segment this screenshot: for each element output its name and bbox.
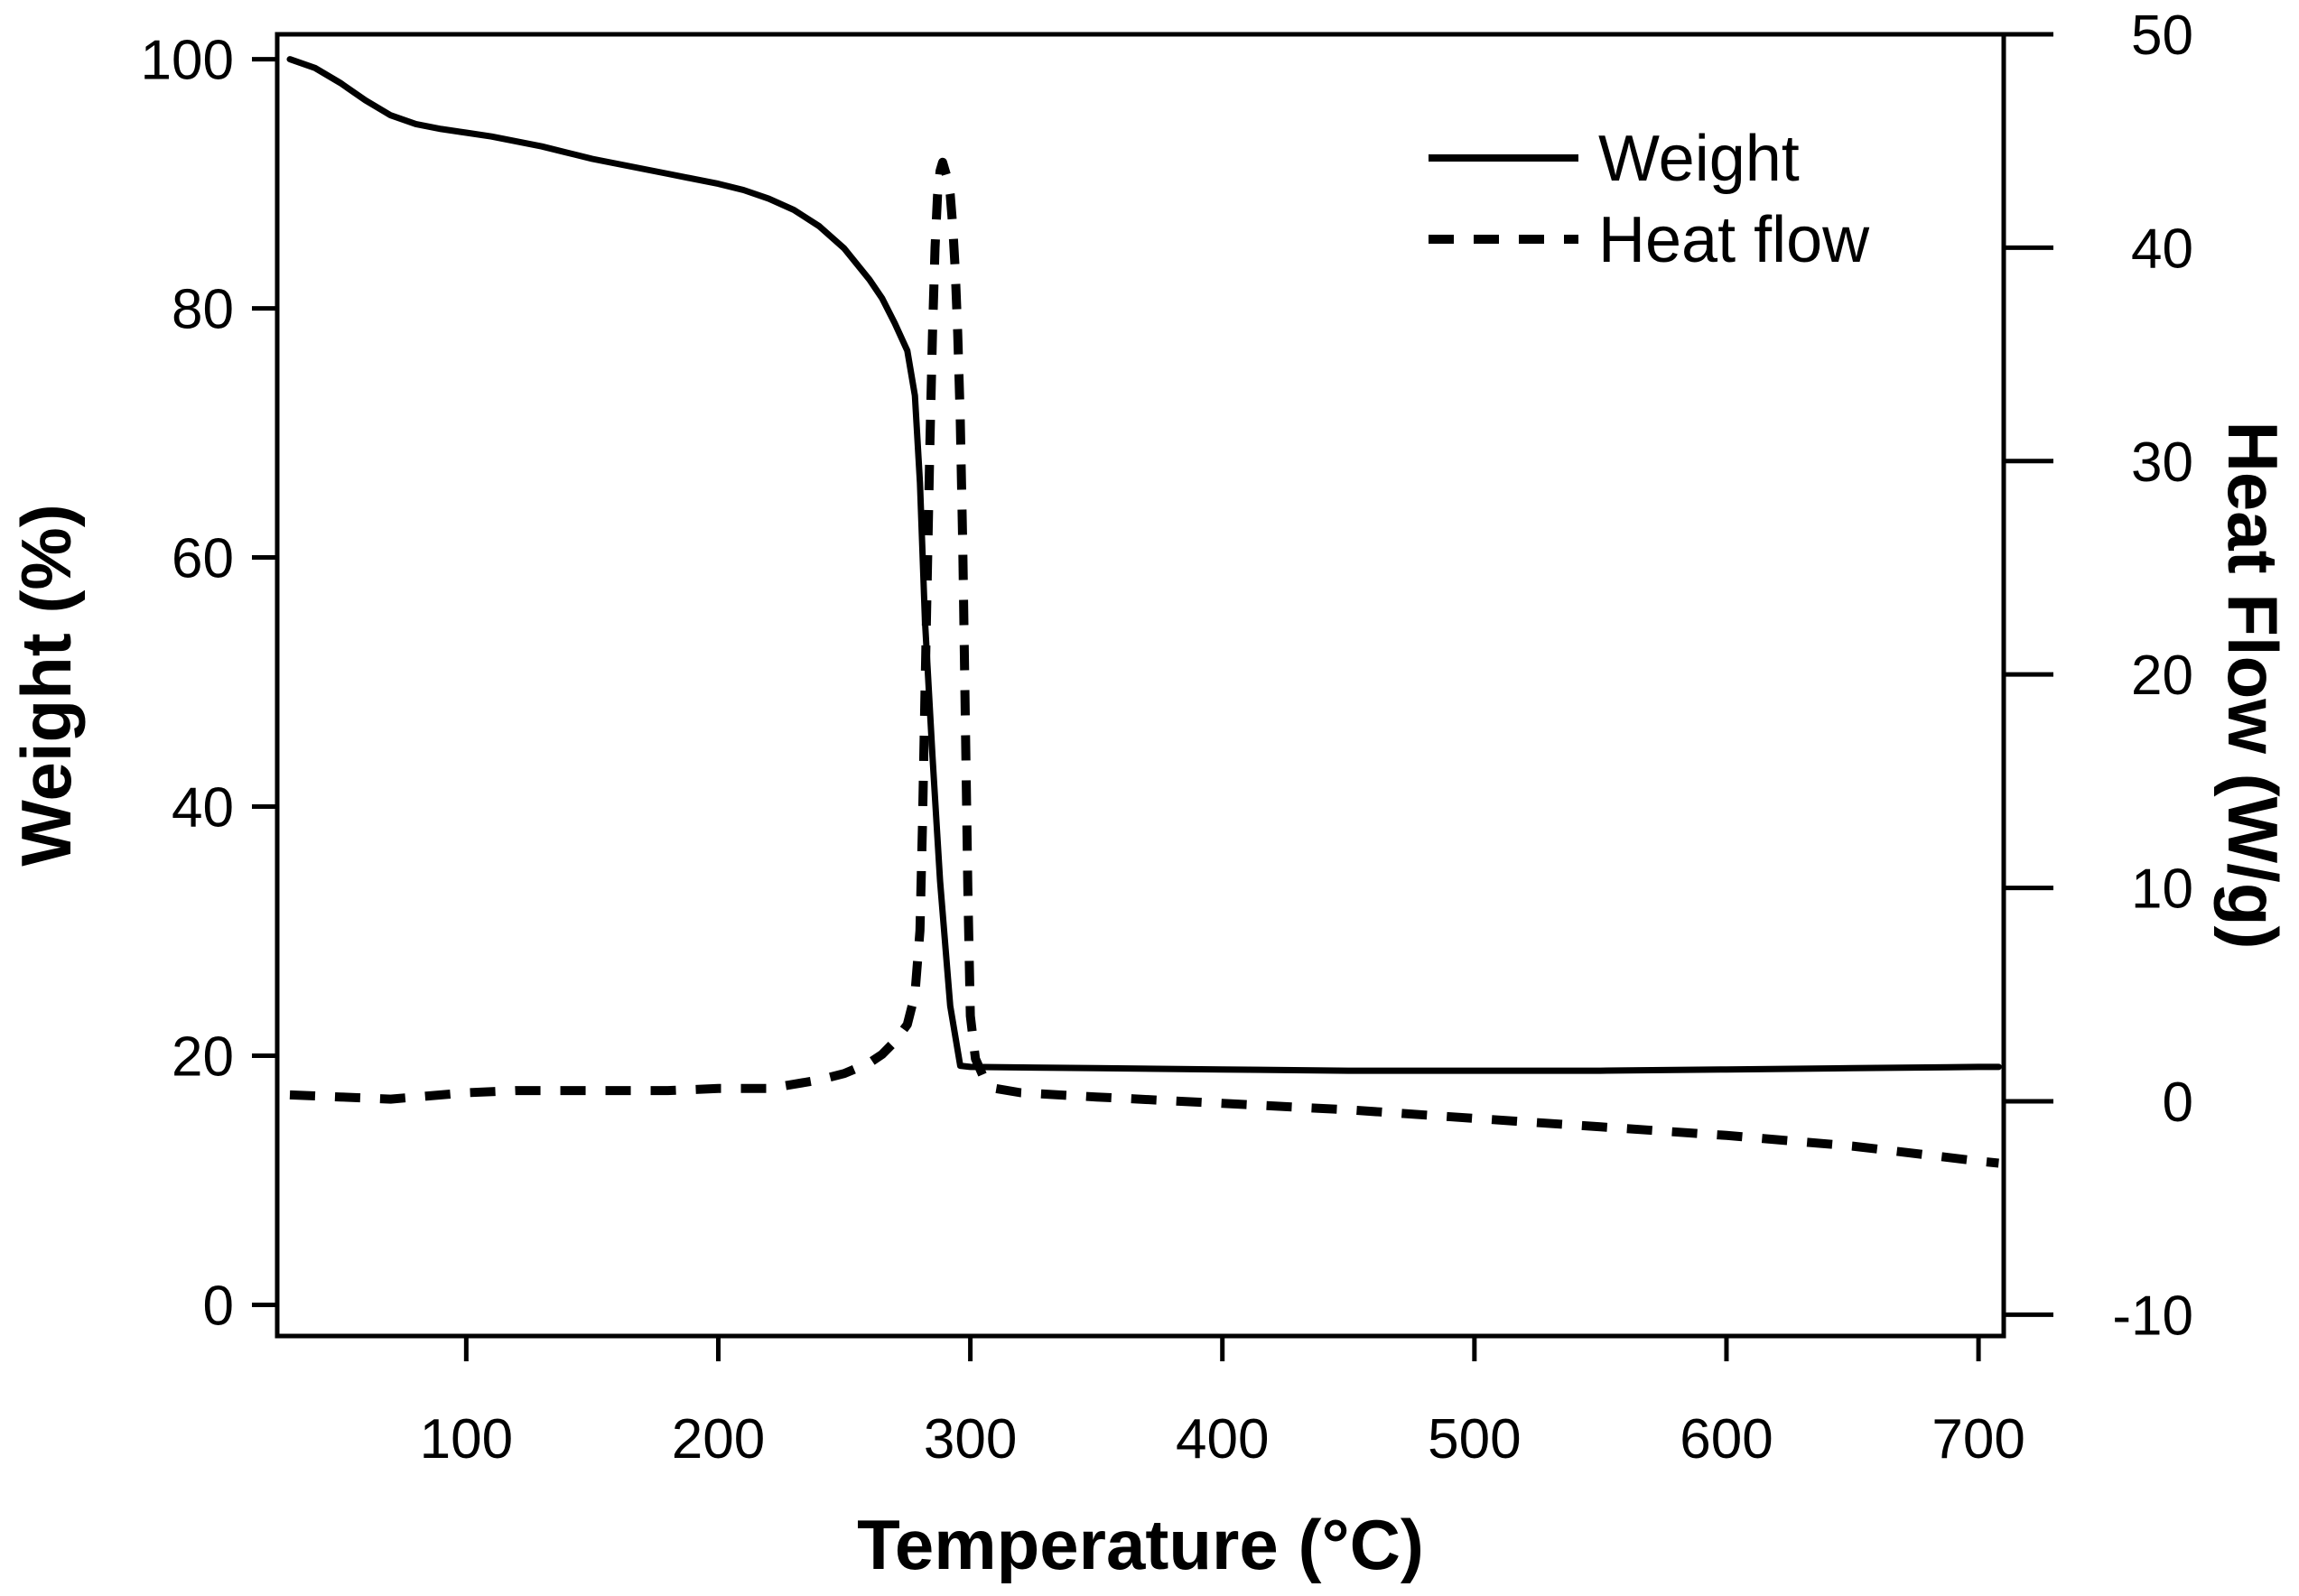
- x-tick-label: 400: [1176, 1408, 1269, 1471]
- legend-weight-label: Weight: [1598, 123, 1800, 195]
- y-tick-label: 60: [172, 528, 234, 590]
- y2-tick-label: 30: [2131, 431, 2193, 494]
- heat-flow-series-line: [289, 157, 1999, 1168]
- x-tick-label: 700: [1931, 1408, 2024, 1471]
- x-tick-label: 300: [924, 1408, 1017, 1471]
- y2-axis-ticks: -10 0 10 20 30 40 50: [2004, 5, 2193, 1347]
- y-tick-label: 100: [141, 30, 234, 92]
- x-tick-label: 200: [672, 1408, 765, 1471]
- weight-series-line: [286, 56, 2002, 1074]
- x-axis-ticks: 100 200 300 400 500 600 700: [420, 1336, 2025, 1471]
- y-tick-label: 0: [203, 1276, 234, 1338]
- y-tick-label: 40: [172, 777, 234, 840]
- y2-axis-title: Heat Flow (W/g): [2213, 422, 2293, 950]
- y-axis-title: Weight (%): [6, 504, 86, 867]
- x-tick-label: 600: [1680, 1408, 1773, 1471]
- y2-tick-label: 10: [2131, 858, 2193, 921]
- plot-frame: [275, 32, 2006, 1339]
- y2-tick-label: -10: [2112, 1285, 2193, 1347]
- legend-heat-flow-label: Heat flow: [1598, 204, 1870, 276]
- legend: Weight Heat flow: [1429, 123, 1870, 276]
- y-tick-label: 20: [172, 1026, 234, 1089]
- y2-tick-label: 40: [2131, 218, 2193, 280]
- y2-tick-label: 50: [2131, 5, 2193, 67]
- x-tick-label: 500: [1428, 1408, 1521, 1471]
- y2-tick-label: 0: [2163, 1072, 2193, 1134]
- y2-tick-label: 20: [2131, 645, 2193, 707]
- x-tick-label: 100: [420, 1408, 513, 1471]
- y-tick-label: 80: [172, 279, 234, 341]
- y-axis-ticks: 0 20 40 60 80 100: [141, 30, 277, 1338]
- x-axis-title: Temperature (°C): [857, 1505, 1424, 1584]
